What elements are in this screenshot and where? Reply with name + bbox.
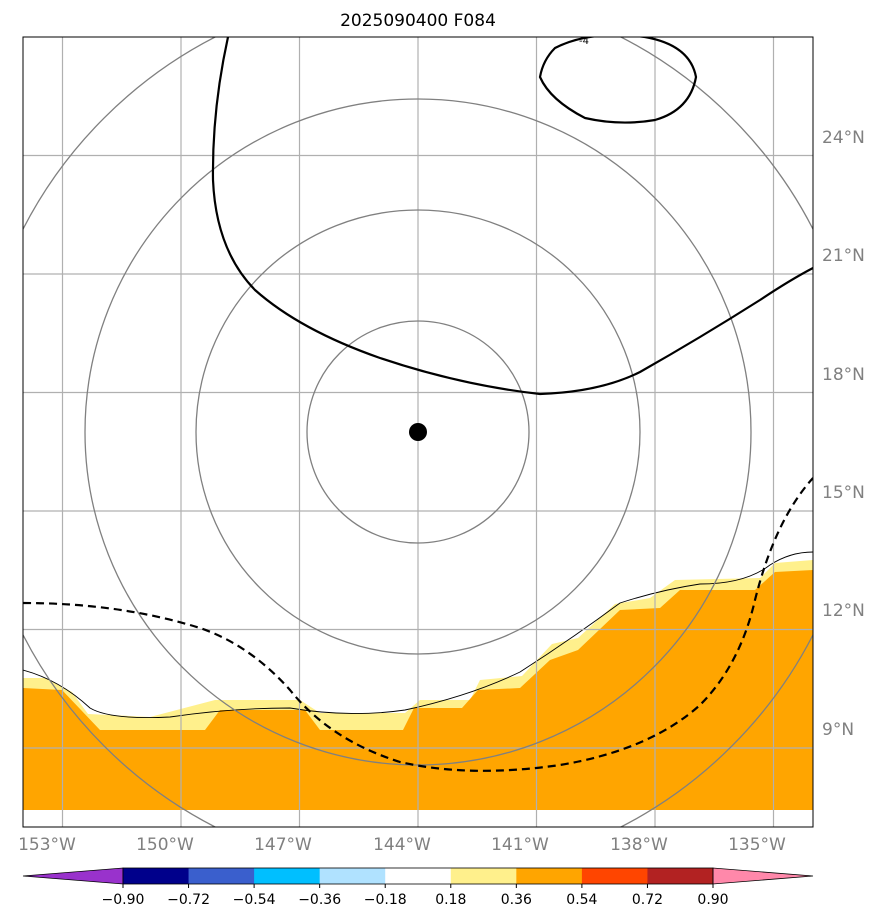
colorbar-tick-label: −0.90 bbox=[102, 892, 145, 908]
colorbar-segment bbox=[647, 868, 714, 884]
colorbar-outline bbox=[122, 867, 714, 885]
colorbar-extend-low bbox=[22, 867, 124, 885]
colorbar-labels: −0.90 −0.72 −0.54 −0.36 −0.18 0.18 0.36 0.54 0.7… bbox=[102, 884, 729, 908]
lon-label-153w: 153°W bbox=[18, 835, 76, 855]
colorbar-segment bbox=[385, 868, 452, 884]
range-ring bbox=[306, 320, 530, 544]
lat-label-9n: 9°N bbox=[822, 720, 854, 740]
contour-label: -4 bbox=[579, 36, 589, 47]
colorbar-segment bbox=[450, 868, 517, 884]
plot-area: -4 bbox=[23, 36, 813, 827]
colorbar-extend-high bbox=[712, 867, 814, 885]
lon-label-138w: 138°W bbox=[610, 835, 668, 855]
colorbar-segment bbox=[581, 868, 648, 884]
range-ring bbox=[195, 209, 641, 655]
colorbar-tick-label: −0.36 bbox=[298, 892, 341, 908]
colorbar-segment bbox=[254, 868, 321, 884]
colorbar-segment bbox=[516, 868, 583, 884]
lat-labels: 9°N 12°N 15°N 18°N 21°N 24°N bbox=[822, 128, 865, 740]
colorbar-tick-label: 0.54 bbox=[566, 892, 597, 908]
lon-label-144w: 144°W bbox=[373, 835, 431, 855]
colorbar-tick-label: −0.72 bbox=[167, 892, 210, 908]
colorbar-tick-label: −0.54 bbox=[233, 892, 276, 908]
lon-label-135w: 135°W bbox=[728, 835, 786, 855]
lat-label-24n: 24°N bbox=[822, 128, 865, 148]
lat-label-18n: 18°N bbox=[822, 365, 865, 385]
lat-label-15n: 15°N bbox=[822, 483, 865, 503]
colorbar-segment bbox=[188, 868, 255, 884]
colorbar-tick-label: 0.36 bbox=[501, 892, 532, 908]
lon-label-141w: 141°W bbox=[491, 835, 549, 855]
colorbar-tick-label: 0.90 bbox=[697, 892, 728, 908]
colorbar-tick-label: 0.18 bbox=[435, 892, 466, 908]
colorbar bbox=[22, 867, 814, 885]
lat-label-12n: 12°N bbox=[822, 601, 865, 621]
range-rings bbox=[23, 37, 813, 827]
colorbar-segment bbox=[319, 868, 386, 884]
figure-title: 2025090400 F084 bbox=[340, 11, 496, 31]
solid-contour bbox=[211, 37, 813, 396]
colorbar-segment bbox=[123, 868, 190, 884]
storm-center-marker bbox=[409, 423, 427, 441]
lon-label-147w: 147°W bbox=[254, 835, 312, 855]
lon-label-150w: 150°W bbox=[136, 835, 194, 855]
closed-contour bbox=[538, 37, 698, 124]
field-outline-contour bbox=[23, 551, 813, 719]
lat-label-21n: 21°N bbox=[822, 246, 865, 266]
plot-frame bbox=[22, 36, 814, 828]
dashed-contour bbox=[23, 477, 813, 772]
gridlines bbox=[23, 37, 813, 827]
lon-labels: 153°W 150°W 147°W 144°W 141°W 138°W 135°… bbox=[18, 835, 786, 855]
range-ring bbox=[84, 98, 752, 766]
colorbar-tick-label: 0.72 bbox=[632, 892, 663, 908]
colorbar-tick-label: −0.18 bbox=[364, 892, 407, 908]
